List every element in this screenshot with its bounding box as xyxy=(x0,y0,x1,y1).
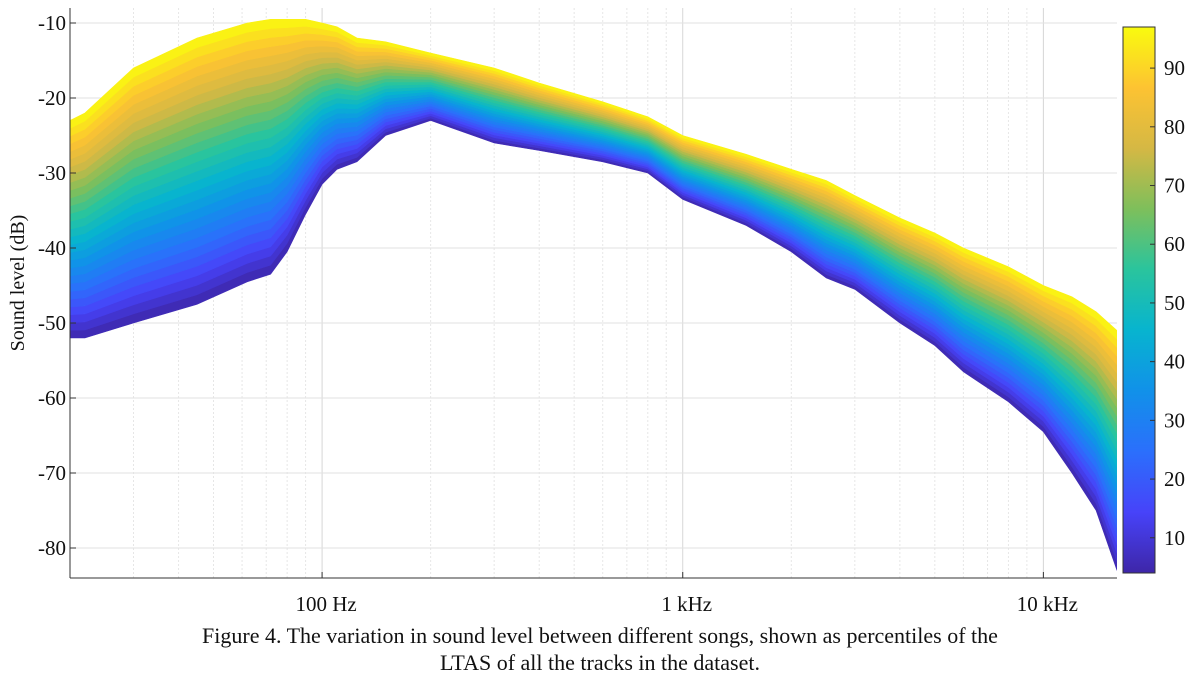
x-tick-label: 10 kHz xyxy=(1017,592,1078,616)
x-tick-labels: 100 Hz 1 kHz 10 kHz xyxy=(295,592,1078,616)
colorbar-tick-label: 80 xyxy=(1164,115,1185,139)
y-tick-label: -30 xyxy=(38,161,66,185)
caption-line-2: LTAS of all the tracks in the dataset. xyxy=(439,650,760,675)
y-axis-label: Sound level (dB) xyxy=(7,215,29,352)
colorbar-tick-label: 20 xyxy=(1164,467,1185,491)
y-tick-label: -40 xyxy=(38,236,66,260)
figure-caption: Figure 4. The variation in sound level b… xyxy=(0,622,1200,676)
y-tick-label: -80 xyxy=(38,536,66,560)
colorbar-tick-label: 70 xyxy=(1164,174,1185,198)
grid-lines xyxy=(69,8,1117,578)
percentile-band xyxy=(70,18,1117,340)
colorbar-tick-label: 60 xyxy=(1164,232,1185,256)
y-tick-label: -20 xyxy=(38,86,66,110)
x-tick-label: 100 Hz xyxy=(295,592,356,616)
colorbar-tick-label: 90 xyxy=(1164,56,1185,80)
x-tick-label: 1 kHz xyxy=(661,592,712,616)
y-tick-label: -70 xyxy=(38,461,66,485)
colorbar-gradient xyxy=(1122,26,1156,574)
y-tick-label: -50 xyxy=(38,311,66,335)
colorbar-tick-label: 30 xyxy=(1164,408,1185,432)
caption-line-1: Figure 4. The variation in sound level b… xyxy=(202,623,998,648)
y-tick-label: -10 xyxy=(38,11,66,35)
y-tick-labels: -10 -20 -30 -40 -50 -60 -70 -80 xyxy=(38,11,66,560)
y-tick-label: -60 xyxy=(38,386,66,410)
colorbar: 10 20 30 40 50 60 70 80 90 xyxy=(1122,26,1185,574)
colorbar-tick-label: 40 xyxy=(1164,350,1185,374)
colorbar-tick-label: 50 xyxy=(1164,291,1185,315)
colorbar-tick-label: 10 xyxy=(1164,526,1185,550)
axes xyxy=(69,8,1117,579)
percentile-bands xyxy=(70,18,1117,571)
